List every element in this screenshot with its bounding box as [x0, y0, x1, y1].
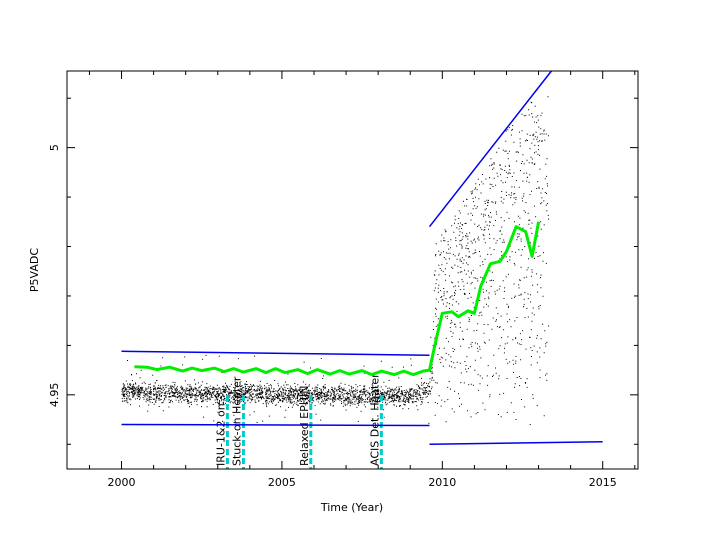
trend-line — [134, 221, 541, 377]
x-tick-label: 2010 — [428, 476, 456, 489]
limit-line-2 — [121, 423, 430, 427]
limit-line-4 — [429, 441, 603, 446]
x-tick-label: 2000 — [108, 476, 136, 489]
axes: 2000 2005 2010 2015 4.95 5 — [48, 71, 638, 489]
y-axis-title: P5VADC — [28, 248, 41, 292]
event-markers: IRU-1&2 on Stuck-on Heater Relaxed EPHIN AC… — [214, 373, 383, 469]
x-axis-title: Time (Year) — [320, 501, 383, 514]
y-tick-label: 5 — [48, 144, 61, 151]
scatter-points — [121, 96, 550, 426]
scatter-cloud — [121, 96, 550, 426]
event-label-1: Stuck-on Heater — [230, 376, 243, 466]
plot-frame — [66, 70, 639, 470]
limit-line-3 — [428, 70, 552, 228]
x-tick-label: 2005 — [268, 476, 296, 489]
y-tick-label: 4.95 — [48, 383, 61, 408]
event-label-0: IRU-1&2 on — [214, 403, 227, 466]
limit-line-1 — [121, 350, 430, 357]
event-label-3: ACIS Det. Heater — [368, 373, 381, 466]
x-tick-label: 2015 — [589, 476, 617, 489]
series-lines — [121, 70, 603, 446]
